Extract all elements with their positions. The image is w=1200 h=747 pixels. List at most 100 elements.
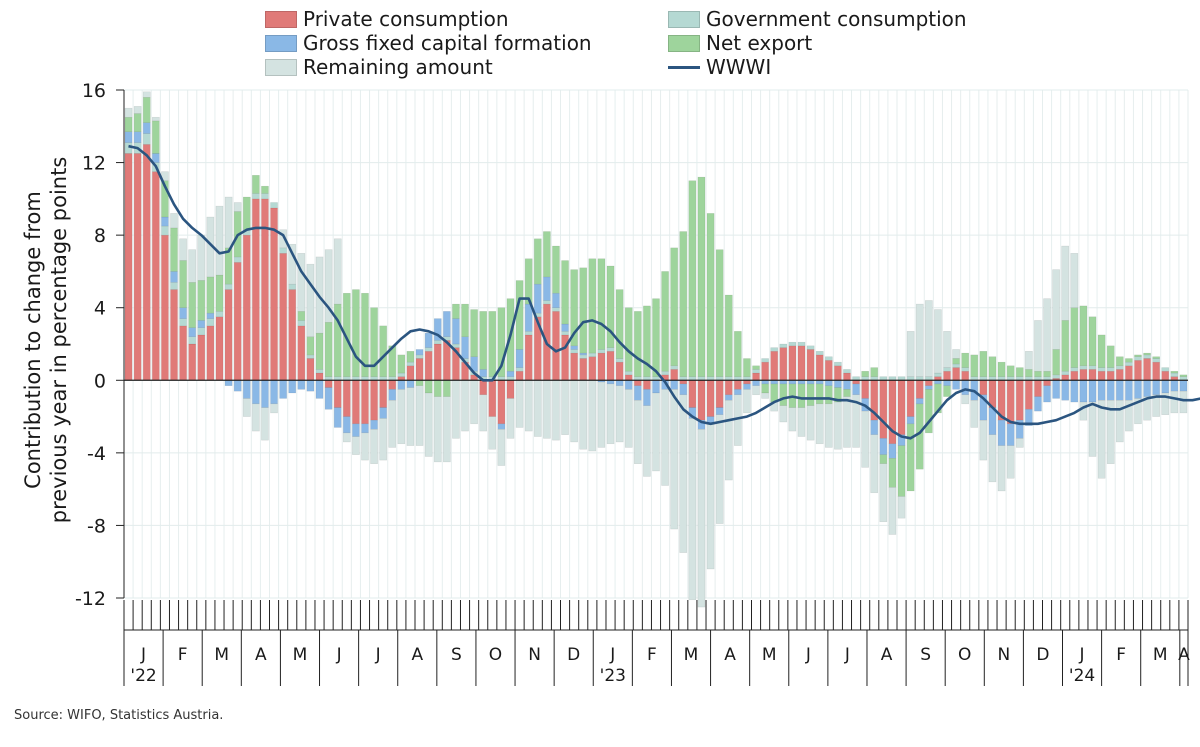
bar-private xyxy=(479,380,488,396)
bar-gfcf xyxy=(424,332,433,348)
bar-gfcf xyxy=(834,380,842,388)
bar-net-export xyxy=(197,280,206,321)
x-month-label: M xyxy=(684,645,699,665)
x-month-label: O xyxy=(489,645,502,665)
bar-government xyxy=(279,247,287,254)
bar-private xyxy=(124,153,133,381)
bar-private xyxy=(606,351,615,381)
bar-government xyxy=(142,133,151,145)
bar-private xyxy=(270,207,278,381)
bar-net-export xyxy=(479,311,488,370)
bar-private xyxy=(1061,374,1070,381)
x-month-label: A xyxy=(255,645,267,665)
bar-gfcf xyxy=(1170,380,1179,392)
bar-gfcf xyxy=(943,380,951,386)
bar-net-export xyxy=(715,249,724,377)
bar-government xyxy=(306,354,315,359)
bar-government xyxy=(170,282,178,290)
bar-net-export xyxy=(361,292,369,377)
bar-private xyxy=(943,370,951,381)
bar-private xyxy=(688,380,697,408)
x-month-label: J xyxy=(844,645,850,665)
bar-gfcf xyxy=(506,370,515,377)
bar-gfcf xyxy=(479,369,488,377)
bar-net-export xyxy=(779,383,788,406)
bar-private xyxy=(1115,369,1124,381)
bar-private xyxy=(670,369,678,381)
bar-remaining xyxy=(615,385,624,443)
bar-remaining xyxy=(1115,399,1124,443)
x-month-label: O xyxy=(958,645,971,665)
bar-government xyxy=(788,341,797,347)
bar-remaining xyxy=(433,396,442,463)
bar-gfcf xyxy=(124,131,133,143)
bar-net-export xyxy=(1170,370,1179,374)
bar-private xyxy=(888,380,897,445)
bar-remaining xyxy=(152,116,160,122)
bar-private xyxy=(297,325,306,381)
bar-government xyxy=(588,352,597,357)
bar-private xyxy=(252,198,260,381)
bar-government xyxy=(188,336,197,345)
bar-private xyxy=(570,352,578,381)
x-month-label: J xyxy=(1079,645,1085,665)
bar-government xyxy=(397,372,406,377)
bar-remaining xyxy=(333,238,342,305)
bar-gfcf xyxy=(543,276,551,301)
bar-net-export xyxy=(752,365,760,370)
bar-private xyxy=(806,349,815,381)
bar-remaining xyxy=(133,106,142,114)
bar-gfcf xyxy=(242,380,251,399)
bar-gfcf xyxy=(961,380,969,396)
legend-item-private: Private consumption xyxy=(265,7,509,31)
bar-remaining xyxy=(943,331,951,368)
bar-net-export xyxy=(333,303,342,377)
bar-remaining xyxy=(242,398,251,417)
legend-label-government: Government consumption xyxy=(706,7,967,31)
bar-net-export xyxy=(497,307,506,377)
bar-gfcf xyxy=(715,407,724,416)
bar-net-export xyxy=(452,303,460,319)
bar-remaining xyxy=(415,385,424,446)
bar-private xyxy=(415,358,424,381)
x-month-label: J xyxy=(140,645,146,665)
bar-net-export xyxy=(424,380,433,394)
bar-gfcf xyxy=(270,380,278,405)
bar-remaining xyxy=(306,263,315,337)
bar-gfcf xyxy=(142,122,151,134)
bar-gfcf xyxy=(1179,380,1188,392)
bar-private xyxy=(615,361,624,381)
bar-private xyxy=(424,351,433,381)
bar-government xyxy=(224,283,233,290)
bar-private xyxy=(279,253,287,381)
bar-remaining xyxy=(815,403,824,445)
bar-remaining xyxy=(1161,392,1170,416)
bar-remaining xyxy=(634,399,642,464)
bar-government xyxy=(752,369,760,374)
bar-remaining xyxy=(697,429,706,608)
bar-gfcf xyxy=(879,438,888,455)
bar-gfcf xyxy=(724,394,733,401)
bar-remaining xyxy=(670,389,678,530)
bar-remaining xyxy=(188,249,197,283)
legend-swatch-remaining xyxy=(265,58,297,76)
bar-gfcf xyxy=(188,327,197,337)
x-month-label: J xyxy=(375,645,381,665)
bar-gfcf xyxy=(206,312,215,319)
legend-line-wwwi xyxy=(668,65,700,69)
bar-remaining xyxy=(961,394,969,405)
bar-net-export xyxy=(734,331,742,377)
bar-remaining xyxy=(588,380,597,452)
bar-net-export xyxy=(952,358,960,365)
bar-gfcf xyxy=(261,380,269,408)
bar-net-export xyxy=(1006,365,1015,377)
bar-private xyxy=(761,361,769,381)
bar-government xyxy=(161,225,169,236)
y-tick-label: 4 xyxy=(94,298,106,320)
bar-gfcf xyxy=(752,380,760,386)
y-tick-label: 8 xyxy=(94,225,106,247)
bar-private xyxy=(1043,380,1051,386)
bar-gfcf xyxy=(170,271,178,283)
bar-government xyxy=(1161,367,1170,372)
bar-private xyxy=(915,380,924,399)
